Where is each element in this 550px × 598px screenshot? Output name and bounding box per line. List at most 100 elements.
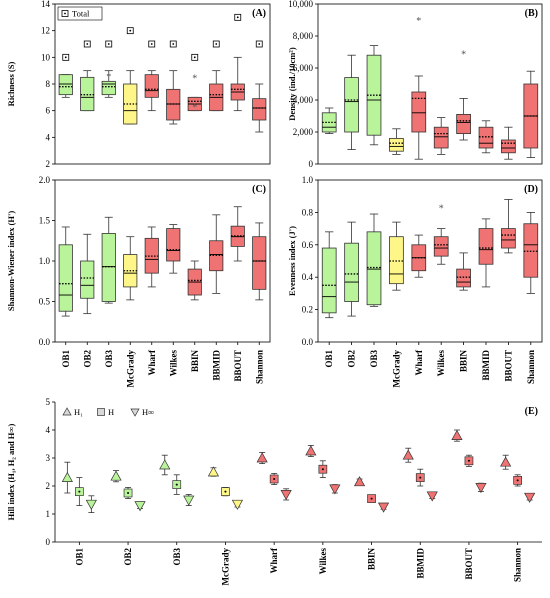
x-category-label: Wilkes	[318, 548, 328, 575]
x-category-label: BBOUT	[464, 548, 474, 580]
box-McGrady	[389, 128, 404, 155]
marker-square-dot	[370, 497, 373, 500]
marker-square-dot	[467, 459, 470, 462]
hill-point-triangle-down	[377, 502, 390, 513]
hill-point-triangle-up	[500, 454, 512, 470]
y-tick-label: 1.5	[39, 216, 51, 226]
x-category-label: BBMID	[481, 350, 491, 381]
marker-triangle-up	[451, 429, 463, 440]
box-BBIN	[456, 98, 471, 141]
box-body	[389, 137, 404, 152]
box-OB2	[344, 221, 359, 317]
marker-triangle-down	[231, 499, 244, 510]
x-category-label: McGrady	[391, 350, 401, 388]
hill-point-triangle-up	[159, 454, 171, 476]
legend-marker-triangle-down	[130, 408, 140, 417]
box-Shannon	[523, 70, 539, 159]
marker-triangle-up	[207, 466, 220, 477]
box-OB1	[321, 231, 337, 319]
y-tick-label: 8,000	[293, 31, 314, 41]
marker-square-dot	[419, 476, 422, 479]
y-tick-label: 10	[41, 52, 51, 62]
y-tick-label: 0.6	[302, 240, 314, 250]
box-BBMID	[209, 214, 224, 294]
hill-point-triangle-up	[353, 476, 366, 487]
y-tick-label: 4,000	[293, 95, 314, 105]
box-Wilkes	[433, 228, 449, 265]
box-Shannon	[252, 83, 267, 133]
y-tick-label: 5	[46, 397, 51, 407]
y-tick-label: 10,000	[288, 0, 313, 9]
outlier-marker: *	[106, 72, 111, 83]
box-Wharf	[411, 234, 427, 278]
box-body	[344, 77, 359, 133]
box-Wharf	[144, 70, 159, 112]
hill-point-triangle-up	[451, 429, 463, 442]
hill-point-triangle-down	[231, 499, 244, 510]
box-body	[80, 76, 95, 112]
box-body	[501, 139, 516, 154]
box-Wharf	[411, 75, 427, 160]
x-category-label: OB3	[369, 350, 379, 368]
hill-point-square	[221, 486, 230, 497]
box-body	[252, 98, 267, 121]
box-BBMID	[478, 218, 494, 288]
hill-point-triangle-down	[524, 492, 536, 503]
x-category-label: BBIN	[459, 350, 469, 373]
y-tick-label: 4	[46, 132, 51, 142]
total-marker-dot	[129, 29, 132, 32]
x-category-label: Wilkes	[436, 350, 446, 377]
legend-total: Total	[57, 6, 103, 21]
box-body	[366, 231, 382, 306]
legend-label: H∞	[142, 407, 154, 417]
box-body	[411, 91, 427, 133]
box-body	[252, 236, 267, 290]
box-body	[321, 247, 337, 314]
box-Wharf	[144, 226, 159, 288]
hill-point-triangle-up	[256, 451, 268, 465]
box-BBOUT	[501, 126, 516, 160]
legend-label: Total	[72, 9, 90, 19]
total-marker-dot	[64, 56, 67, 59]
box-BBMID	[209, 70, 224, 112]
box-body	[344, 242, 359, 302]
total-marker-dot	[86, 43, 89, 45]
y-axis-title: Richness (S)	[6, 62, 16, 107]
box-OB1	[321, 107, 337, 135]
x-category-label: OB1	[324, 350, 334, 368]
marker-triangle-up	[353, 476, 366, 487]
x-category-label: Wilkes	[168, 350, 178, 377]
total-marker-dot	[258, 43, 261, 45]
hill-point-triangle-down	[183, 493, 195, 507]
box-OB3	[366, 213, 382, 307]
box-body	[389, 236, 404, 285]
box-OB3	[101, 216, 116, 304]
x-category-label: OB2	[123, 548, 133, 566]
legend-label: H₁	[74, 407, 83, 417]
box-body	[523, 223, 539, 278]
box-body	[58, 244, 73, 312]
hill-point-triangle-up	[110, 470, 122, 483]
box-Shannon	[252, 222, 267, 301]
outlier-marker: *	[416, 16, 421, 27]
x-category-label: OB3	[172, 548, 182, 566]
box-body	[456, 114, 471, 135]
y-tick-label: 0.0	[302, 337, 314, 347]
box-OB2	[80, 233, 95, 315]
hill-point-square	[318, 460, 328, 479]
box-OB1	[58, 226, 73, 317]
hill-point-triangle-down	[134, 501, 146, 512]
hill-point-square	[415, 468, 425, 487]
box-OB3	[101, 70, 116, 98]
box-Shannon	[523, 211, 539, 294]
y-tick-label: 6,000	[293, 63, 314, 73]
panel-label: (D)	[524, 184, 538, 195]
y-tick-label: 1	[46, 509, 51, 519]
marker-triangle-down	[85, 499, 97, 510]
x-category-label: BBIN	[190, 350, 200, 373]
hill-point-triangle-down	[85, 495, 97, 513]
marker-triangle-up	[500, 456, 512, 467]
box-Wilkes	[166, 70, 181, 125]
box-body	[58, 74, 73, 96]
y-tick-label: 4	[46, 425, 51, 435]
